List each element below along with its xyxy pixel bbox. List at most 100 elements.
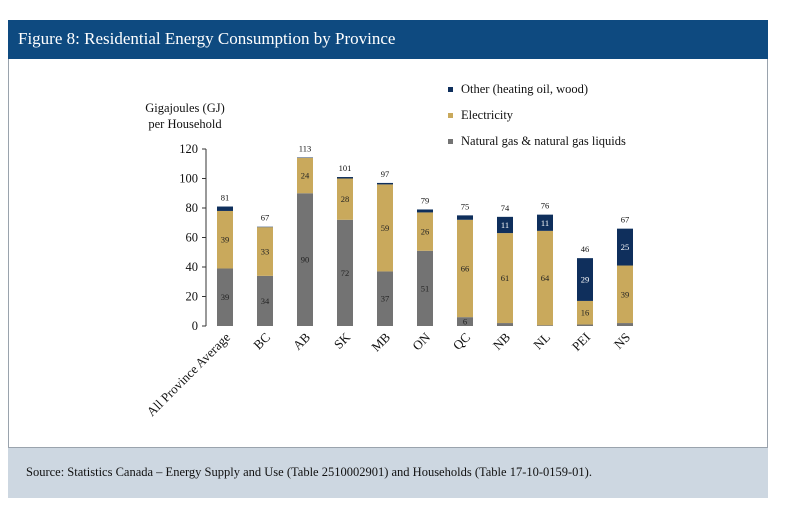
y-tick-label: 120 (179, 142, 198, 156)
bar-segment (537, 230, 553, 326)
segment-value-label: 24 (301, 171, 310, 181)
bar-total-label: 75 (461, 201, 470, 211)
bar-total-label: 101 (339, 163, 352, 173)
bar-segment (217, 210, 233, 269)
segment-value-label: 28 (341, 194, 350, 204)
bar-segment (617, 323, 633, 326)
bar-total-label: 79 (421, 195, 430, 205)
y-axis: 0 20 40 60 80 100 120 (179, 142, 207, 333)
legend-swatch (448, 113, 453, 118)
segment-value-label: 26 (421, 227, 430, 237)
bar-total-label: 46 (581, 244, 590, 254)
x-tick-label: ON (409, 329, 433, 353)
bar-segment (617, 265, 633, 324)
x-tick-label: NB (490, 329, 514, 353)
legend-label: Natural gas & natural gas liquids (461, 134, 626, 148)
bar-segment (617, 228, 633, 266)
bar-segment (217, 268, 233, 326)
x-tick-label: AB (290, 329, 314, 353)
segment-value-label: 39 (621, 289, 630, 299)
bar-segment (377, 182, 393, 185)
segment-value-label: 61 (501, 273, 510, 283)
x-tick-label: All Province Average (144, 329, 234, 419)
y-axis-title: Gigajoules (GJ) per Household (145, 101, 225, 131)
y-tick-label: 100 (179, 172, 198, 186)
y-axis-title-line: Gigajoules (GJ) (145, 101, 225, 115)
legend-label: Electricity (461, 108, 514, 122)
legend-swatch (448, 87, 453, 92)
segment-value-label: 25 (621, 242, 630, 252)
bar-segment (337, 177, 353, 179)
segment-value-label: 64 (541, 273, 550, 283)
bar-segment (257, 227, 273, 276)
segment-value-label: 39 (221, 235, 230, 245)
x-tick-label: BC (250, 330, 273, 353)
segment-value-label: 37 (381, 294, 390, 304)
bar-total-label: 67 (621, 215, 630, 225)
bar-segment (417, 212, 433, 251)
legend-swatch (448, 139, 453, 144)
bar-segment (457, 219, 473, 318)
bar-total-label: 113 (299, 143, 311, 153)
bar-total-label: 74 (501, 203, 510, 213)
bar-segment (537, 325, 553, 326)
y-axis-title-line: per Household (148, 117, 222, 131)
bar-segment (417, 250, 433, 326)
segment-value-label: 11 (501, 220, 509, 230)
x-tick-label: NL (530, 329, 553, 352)
bar-segment (337, 178, 353, 220)
bar-total-label: 97 (381, 169, 390, 179)
bar-segment (577, 258, 593, 301)
x-tick-label: MB (368, 329, 393, 354)
segment-value-label: 6 (463, 317, 467, 327)
bar-segment (537, 214, 553, 231)
bar-segment (377, 184, 393, 272)
segment-value-label: 72 (341, 268, 350, 278)
y-tick-label: 40 (186, 260, 199, 274)
bar-total-label: 76 (541, 201, 550, 211)
x-axis-labels: All Province Average BC AB SK MB ON QC NB NL PEI N… (144, 329, 634, 419)
figure-footer: Source: Statistics Canada – Energy Suppl… (8, 447, 768, 498)
bar-segment (497, 323, 513, 326)
segment-value-label: 90 (301, 255, 310, 265)
bar-segment (217, 206, 233, 211)
segment-value-label: 11 (541, 218, 549, 228)
bar-segment (577, 300, 593, 325)
source-note: Source: Statistics Canada – Energy Suppl… (26, 465, 592, 479)
bar-total-label: 67 (261, 213, 270, 223)
bar-total-label: 81 (221, 193, 230, 203)
bar-segment (297, 193, 313, 326)
x-tick-label: SK (331, 329, 354, 352)
segment-value-label: 16 (581, 308, 590, 318)
figure-title: Figure 8: Residential Energy Consumption… (18, 29, 396, 48)
x-tick-label: QC (450, 330, 473, 353)
y-tick-label: 20 (186, 290, 199, 304)
bar-segment (297, 157, 313, 194)
y-tick-label: 80 (186, 201, 199, 215)
segment-value-label: 29 (581, 275, 590, 285)
x-tick-label: NS (611, 330, 633, 352)
segment-value-label: 59 (381, 223, 390, 233)
bar-segment (457, 215, 473, 220)
bar-segment (497, 233, 513, 324)
bar-segment (457, 317, 473, 326)
segment-value-label: 34 (261, 296, 270, 306)
y-tick-label: 60 (186, 231, 199, 245)
legend-label: Other (heating oil, wood) (461, 82, 588, 96)
segment-value-label: 33 (261, 247, 270, 257)
legend: Other (heating oil, wood) Electricity Natu… (448, 82, 626, 148)
segment-value-label: 51 (421, 283, 430, 293)
bar-segment (497, 216, 513, 234)
bar-segment (257, 275, 273, 326)
bar-segment (417, 209, 433, 213)
bar-segment (577, 324, 593, 326)
bar-segment (337, 219, 353, 326)
bar-segment (377, 271, 393, 326)
segment-value-label: 39 (221, 292, 230, 302)
segment-value-label: 66 (461, 263, 470, 273)
figure-header: Figure 8: Residential Energy Consumption… (8, 20, 768, 59)
x-tick-label: PEI (569, 330, 593, 354)
bars: 3939813433679024113722810137599751267966… (217, 143, 633, 327)
y-tick-label: 0 (192, 319, 198, 333)
